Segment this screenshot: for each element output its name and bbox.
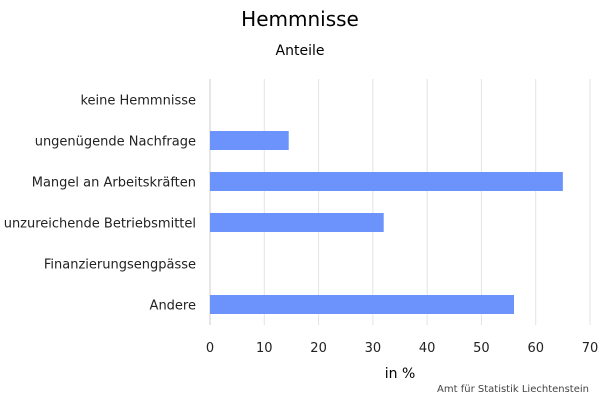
chart-credit: Amt für Statistik Liechtenstein <box>437 384 589 395</box>
x-tick-label: 20 <box>310 341 327 356</box>
category-label: unzureichende Betriebsmittel <box>4 217 196 232</box>
category-label: Finanzierungsengpässe <box>44 258 196 273</box>
x-tick-label: 40 <box>419 341 436 356</box>
x-axis-title: in % <box>385 366 416 382</box>
chart-title: Hemmnisse <box>241 7 359 31</box>
x-tick-label: 60 <box>527 341 544 356</box>
category-label: Andere <box>150 299 196 314</box>
bar <box>210 295 514 314</box>
category-label: keine Hemmnisse <box>80 94 196 109</box>
bar <box>210 131 289 150</box>
bar <box>210 172 563 191</box>
x-tick-label: 70 <box>582 341 599 356</box>
x-tick-label: 0 <box>206 341 214 356</box>
chart-subtitle: Anteile <box>275 43 325 59</box>
bar <box>210 213 384 232</box>
category-label: ungenügende Nachfrage <box>35 135 196 150</box>
x-tick-label: 50 <box>473 341 490 356</box>
x-tick-label: 10 <box>256 341 273 356</box>
x-tick-label: 30 <box>365 341 382 356</box>
category-label: Mangel an Arbeitskräften <box>32 176 196 191</box>
